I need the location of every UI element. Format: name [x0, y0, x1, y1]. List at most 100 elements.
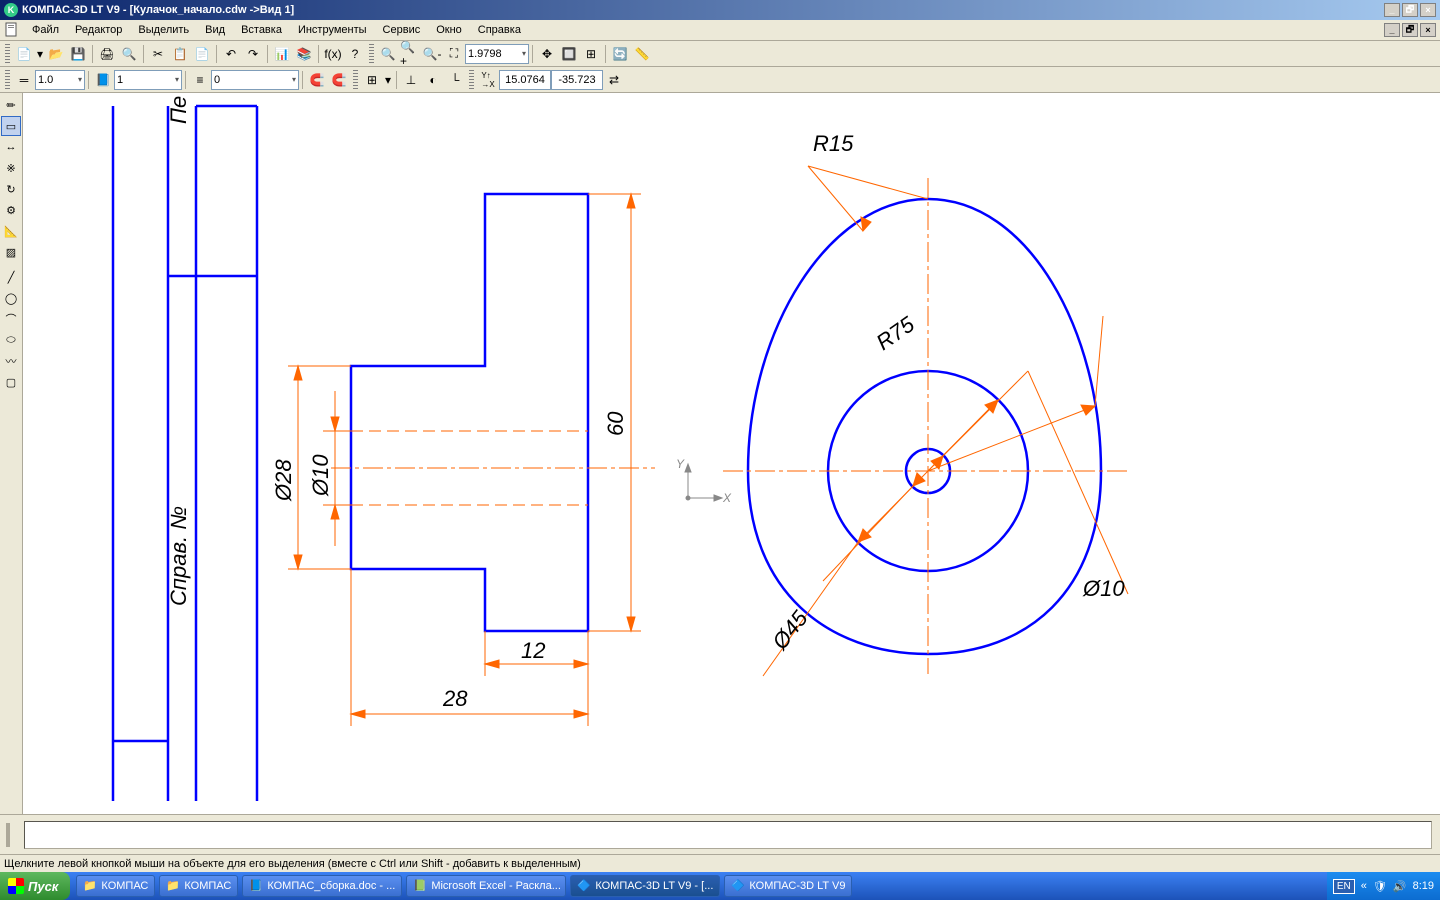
coord-toggle-button[interactable]: Y↑→X [477, 69, 499, 91]
coord-x-input[interactable]: 15.0764 [499, 70, 551, 90]
right-axes [723, 178, 1131, 674]
menu-view[interactable]: Вид [197, 22, 233, 38]
side-spline-icon[interactable]: 〰 [1, 351, 21, 371]
taskbar-item-1[interactable]: 📁 КОМПАС [159, 875, 238, 897]
taskbar-item-0[interactable]: 📁КОМПАС [76, 875, 155, 897]
side-params-icon[interactable]: ⚙ [1, 200, 21, 220]
zoom-combo[interactable]: 1.9798▾ [465, 44, 529, 64]
preview-button[interactable]: 🔍 [118, 43, 140, 65]
snap-off-button[interactable]: 🧲 [328, 69, 350, 91]
menu-file[interactable]: Файл [24, 22, 67, 38]
grid-button[interactable]: ⊞ [361, 69, 383, 91]
menu-tools[interactable]: Инструменты [290, 22, 375, 38]
round-button[interactable]: ◐ [422, 69, 444, 91]
side-circle-icon[interactable]: ◯ [1, 288, 21, 308]
minimize-button[interactable]: _ [1384, 3, 1400, 17]
side-measure-icon[interactable]: 📐 [1, 221, 21, 241]
scale-combo[interactable]: 1.0▾ [35, 70, 85, 90]
menu-window[interactable]: Окно [428, 22, 470, 38]
copy-button[interactable]: 📋 [169, 43, 191, 65]
side-symbols-icon[interactable]: ※ [1, 158, 21, 178]
restore-button[interactable]: 🗗 [1402, 3, 1418, 17]
excel-icon: 📗 [413, 879, 427, 893]
help-button[interactable]: ? [344, 43, 366, 65]
doc-restore-button[interactable]: 🗗 [1402, 23, 1418, 37]
taskbar-item-3[interactable]: 📗Microsoft Excel - Раскла... [406, 875, 566, 897]
folder-icon: 📁 [166, 879, 180, 893]
undo-button[interactable]: ↶ [220, 43, 242, 65]
word-icon: 📘 [249, 879, 263, 893]
taskbar-item-2[interactable]: 📘КОМПАС_сборка.doc - ... [242, 875, 402, 897]
side-ellipse-icon[interactable]: ⬭ [1, 330, 21, 350]
view-state-button[interactable]: 📘 [92, 69, 114, 91]
app-icon: K [4, 3, 18, 17]
tray-icon-3[interactable]: 🔊 [1393, 880, 1407, 893]
coord-step-button[interactable]: ⇄ [603, 69, 625, 91]
paste-button[interactable]: 📄 [191, 43, 213, 65]
zoom-in-button[interactable]: 🔍+ [399, 43, 421, 65]
taskbar-item-5[interactable]: 🔷КОМПАС-3D LT V9 [724, 875, 852, 897]
clock[interactable]: 8:19 [1413, 880, 1434, 892]
print-button[interactable]: 🖨 [96, 43, 118, 65]
measure-button[interactable]: 📏 [631, 43, 653, 65]
new-button[interactable]: 📄 [13, 43, 35, 65]
menu-editor[interactable]: Редактор [67, 22, 130, 38]
view-combo[interactable]: 1▾ [114, 70, 182, 90]
zoom-prev-button[interactable]: 🔲 [558, 43, 580, 65]
dim-r15: R15 [813, 131, 854, 156]
taskbar-item-label: КОМПАС [184, 880, 231, 892]
menu-help[interactable]: Справка [470, 22, 529, 38]
side-edit-icon[interactable]: ↻ [1, 179, 21, 199]
pan-button[interactable]: ✥ [536, 43, 558, 65]
vars-button[interactable]: f(x) [322, 43, 344, 65]
start-button[interactable]: Пуск [0, 872, 70, 900]
toolbar-row-2: ═ 1.0▾ 📘 1▾ ≡ 0▾ 🧲 🧲 ⊞ ▾ ⊥ ◐ └ Y↑→X 15.0… [0, 67, 1440, 93]
doc-minimize-button[interactable]: _ [1384, 23, 1400, 37]
tray-icon-1[interactable]: « [1361, 880, 1367, 892]
coord-y-input[interactable]: -35.723 [551, 70, 603, 90]
dim-d10r: Ø10 [1082, 576, 1125, 601]
refresh-button[interactable]: 🔄 [609, 43, 631, 65]
folder-icon: 📁 [83, 879, 97, 893]
cut-button[interactable]: ✂ [147, 43, 169, 65]
zoom-window-button[interactable]: 🔍 [377, 43, 399, 65]
library-button[interactable]: 📚 [293, 43, 315, 65]
grid-dd-button[interactable]: ▾ [383, 69, 393, 91]
windows-logo-icon [8, 878, 24, 894]
zoom-all-button[interactable]: ⊞ [580, 43, 602, 65]
line-style-button[interactable]: ═ [13, 69, 35, 91]
system-tray[interactable]: EN « 🛡 🔊 8:19 [1327, 872, 1440, 900]
open-button[interactable]: 📂 [45, 43, 67, 65]
lang-indicator[interactable]: EN [1333, 879, 1355, 894]
side-geometry-icon[interactable]: ✏ [1, 95, 21, 115]
axis-x-label: X [722, 491, 732, 505]
zoom-fit-button[interactable]: ⛶ [443, 43, 465, 65]
main-area: ✏ ▭ ↔ ※ ↻ ⚙ 📐 ▨ ╱ ◯ ⌒ ⬭ 〰 ▢ Пе Спра [0, 93, 1440, 814]
parameter-input-area[interactable] [24, 821, 1432, 849]
side-hatch-icon[interactable]: ▨ [1, 242, 21, 262]
menu-service[interactable]: Сервис [375, 22, 429, 38]
menubar: Файл Редактор Выделить Вид Вставка Инстр… [0, 20, 1440, 41]
zoom-out-button[interactable]: 🔍- [421, 43, 443, 65]
tray-icon-2[interactable]: 🛡 [1373, 880, 1387, 893]
side-rect-icon[interactable]: ▢ [1, 372, 21, 392]
ortho-button[interactable]: ⊥ [400, 69, 422, 91]
layer-button[interactable]: ≡ [189, 69, 211, 91]
redo-button[interactable]: ↷ [242, 43, 264, 65]
menu-select[interactable]: Выделить [130, 22, 197, 38]
side-dimension-icon[interactable]: ↔ [1, 137, 21, 157]
close-button[interactable]: × [1420, 3, 1436, 17]
drawing-canvas[interactable]: Пе Справ. № [23, 93, 1440, 814]
doc-close-button[interactable]: × [1420, 23, 1436, 37]
menu-insert[interactable]: Вставка [233, 22, 290, 38]
taskbar-item-4[interactable]: 🔷КОМПАС-3D LT V9 - [... [570, 875, 720, 897]
properties-button[interactable]: 📊 [271, 43, 293, 65]
layer-combo[interactable]: 0▾ [211, 70, 299, 90]
new-dd-button[interactable]: ▾ [35, 43, 45, 65]
side-arc-icon[interactable]: ⌒ [1, 309, 21, 329]
side-line-icon[interactable]: ╱ [1, 267, 21, 287]
snap-on-button[interactable]: 🧲 [306, 69, 328, 91]
save-button[interactable]: 💾 [67, 43, 89, 65]
side-select-icon[interactable]: ▭ [1, 116, 21, 136]
local-cs-button[interactable]: └ [444, 69, 466, 91]
